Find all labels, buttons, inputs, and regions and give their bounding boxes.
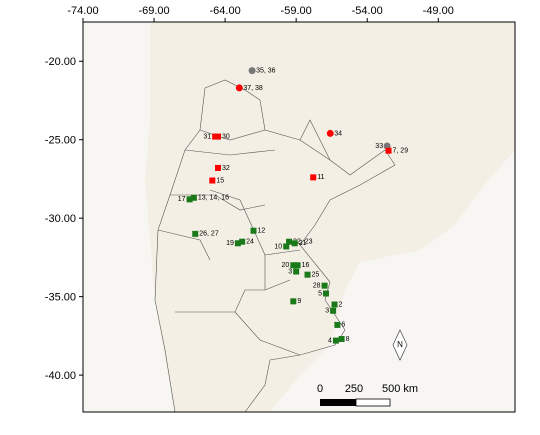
point-label: 5 [318, 290, 322, 297]
country-border [154, 79, 396, 413]
scale-label: 0 [317, 383, 323, 395]
sample-point [332, 337, 339, 344]
point-label: 13, 14, 16 [198, 195, 229, 202]
sample-point [235, 84, 243, 92]
x-tick-label: -69.00 [138, 5, 169, 17]
point-label: 16 [302, 262, 310, 269]
sample-point [385, 147, 392, 154]
sample-point [290, 298, 297, 305]
point-label: 25 [312, 272, 320, 279]
point-label: 28 [313, 283, 321, 290]
province-border [157, 119, 331, 356]
sample-point [286, 238, 293, 245]
sample-point [248, 67, 256, 75]
point-label: 4 [328, 337, 332, 344]
point-label: 6 [341, 322, 345, 329]
point-label: 30 [222, 133, 230, 140]
north-arrow: N [392, 329, 408, 361]
sample-point [192, 230, 199, 237]
sample-point [215, 133, 221, 140]
x-tick-label: -49.00 [423, 5, 454, 17]
y-tick-label: -20.00 [45, 56, 76, 68]
point-label: 31 [203, 133, 211, 140]
point-label: 2 [339, 301, 343, 308]
sample-point [190, 194, 197, 201]
point-label: 34 [334, 130, 342, 137]
point-label: 21 [299, 240, 307, 247]
sample-point [326, 129, 334, 137]
sample-point [290, 262, 297, 269]
sample-point [338, 336, 345, 343]
y-tick-label: -30.00 [45, 213, 76, 225]
point-label: 35, 36 [256, 67, 276, 74]
sample-point [334, 321, 341, 328]
point-label: 26, 27 [199, 231, 219, 238]
sample-point [215, 164, 221, 171]
point-label: 32 [222, 165, 230, 172]
point-label: 9 [297, 298, 301, 305]
point-label: 33 [375, 143, 383, 150]
sample-point [310, 174, 317, 181]
sample-point [293, 268, 300, 275]
x-tick-label: -59.00 [281, 5, 312, 17]
point-label: 3 [288, 268, 292, 275]
north-arrow-shape [392, 329, 408, 361]
sample-point [234, 240, 241, 247]
scale-segment [355, 398, 391, 407]
x-tick-label: -54.00 [352, 5, 383, 17]
sample-point [321, 282, 328, 289]
sample-point [209, 177, 216, 184]
point-label: 12 [258, 228, 266, 235]
point-label: 19 [226, 240, 234, 247]
x-tick-label: -64.00 [210, 5, 241, 17]
point-label: 20 [282, 262, 290, 269]
point-label: 22, 23 [293, 239, 313, 246]
y-tick-label: -25.00 [45, 135, 76, 147]
sample-point [250, 227, 257, 234]
sample-point [239, 238, 246, 245]
x-tick-label: -74.00 [67, 5, 98, 17]
scale-segment [320, 399, 356, 406]
sample-point [304, 271, 311, 278]
scale-label: 250 [345, 383, 363, 395]
scale-label: 500 km [382, 383, 418, 395]
y-tick-label: -35.00 [45, 292, 76, 304]
point-label: 24 [246, 239, 254, 246]
point-label: 8 [346, 336, 350, 343]
scale-bar: 0 250 500 km [317, 383, 418, 407]
sample-point [283, 243, 290, 250]
point-label: 17 [178, 196, 186, 203]
sample-point [331, 301, 338, 308]
point-label: 15 [216, 177, 224, 184]
y-tick-label: -40.00 [45, 370, 76, 382]
point-label: 3 [325, 308, 329, 315]
map-frame [82, 21, 516, 413]
point-label: 11 [317, 174, 324, 181]
point-label: 10 [274, 243, 282, 250]
sample-point [330, 307, 337, 314]
sample-point [186, 196, 193, 203]
sample-point [291, 240, 298, 247]
point-label: 7, 29 [393, 148, 409, 155]
point-label: 37, 38 [243, 85, 263, 92]
sample-point [323, 290, 329, 297]
north-label: N [397, 340, 403, 349]
sample-point [294, 262, 301, 269]
